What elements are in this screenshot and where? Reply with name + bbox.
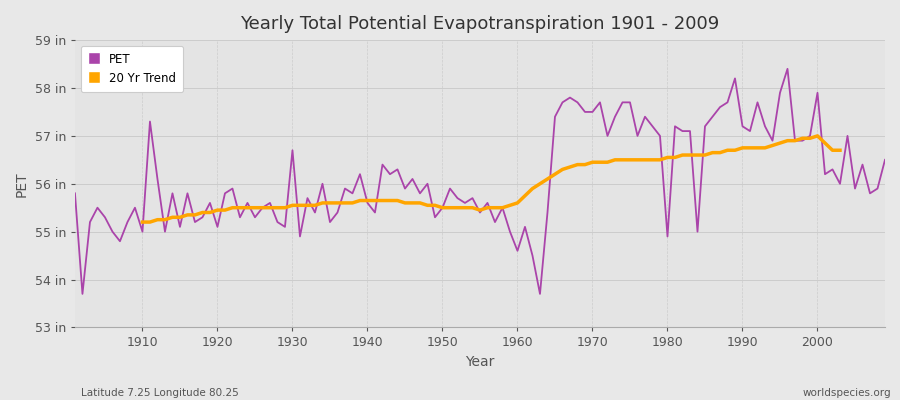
Legend: PET, 20 Yr Trend: PET, 20 Yr Trend	[81, 46, 184, 92]
Text: worldspecies.org: worldspecies.org	[803, 388, 891, 398]
Text: Latitude 7.25 Longitude 80.25: Latitude 7.25 Longitude 80.25	[81, 388, 239, 398]
Title: Yearly Total Potential Evapotranspiration 1901 - 2009: Yearly Total Potential Evapotranspiratio…	[240, 15, 720, 33]
X-axis label: Year: Year	[465, 355, 495, 369]
Y-axis label: PET: PET	[15, 171, 29, 196]
